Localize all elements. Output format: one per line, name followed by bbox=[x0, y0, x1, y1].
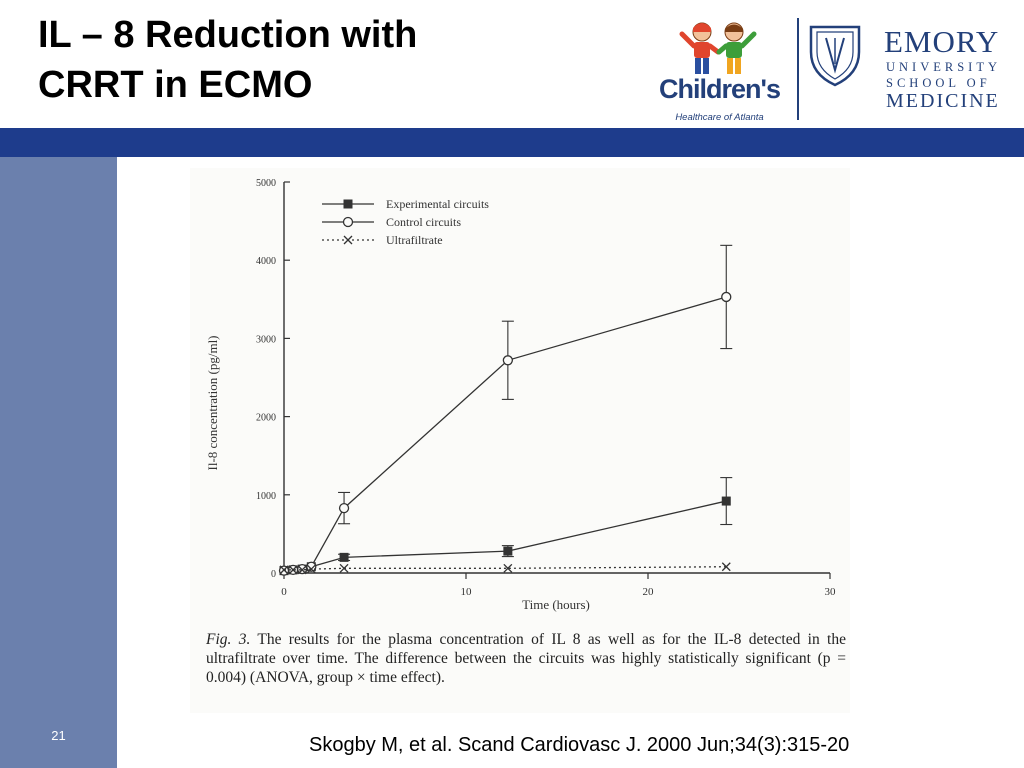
slide-title: IL – 8 Reduction with CRRT in ECMO bbox=[38, 10, 558, 110]
data-point-ultrafiltrate bbox=[297, 565, 307, 575]
series-line-ultrafiltrate bbox=[284, 566, 727, 571]
chart-axes bbox=[283, 182, 830, 574]
y-tick-label: 0 bbox=[271, 569, 276, 580]
data-point-experimental-circuits bbox=[339, 552, 349, 562]
data-point-ultrafiltrate-stroke-b bbox=[339, 563, 349, 573]
data-point-control-circuits bbox=[721, 291, 732, 303]
legend-marker bbox=[343, 199, 353, 209]
left-sidebar bbox=[0, 157, 117, 768]
chart-legend: Experimental circuits Control circuits Ult… bbox=[322, 197, 489, 247]
series-control-circuits bbox=[278, 244, 733, 576]
chart-ticks: 0 1000 2000 3000 4000 5000 0 10 20 30 bbox=[256, 178, 836, 598]
y-tick-label: 2000 bbox=[256, 413, 276, 424]
legend-item-ultrafiltrate: Ultrafiltrate bbox=[322, 233, 443, 247]
childrens-logo-name: Children's bbox=[659, 74, 781, 104]
chart-series bbox=[278, 244, 733, 576]
emory-logo-university: UNIVERSITY bbox=[886, 60, 1001, 74]
series-line-experimental-circuits bbox=[283, 500, 727, 572]
emory-logo-school: SCHOOL OF bbox=[886, 76, 991, 90]
citation: Skogby M, et al. Scand Cardiovasc J. 200… bbox=[309, 734, 850, 756]
series-ultrafiltrate bbox=[279, 562, 731, 575]
data-point-ultrafiltrate-stroke-b bbox=[503, 563, 513, 573]
x-tick-label: 10 bbox=[461, 586, 473, 598]
legend-marker bbox=[342, 216, 354, 228]
x-tick-label: 20 bbox=[643, 586, 655, 598]
data-point-experimental-circuits bbox=[721, 496, 731, 506]
data-point-control-circuits bbox=[502, 355, 514, 366]
figure-caption-text: The results for the plasma concentration… bbox=[206, 631, 846, 686]
x-tick-label: 0 bbox=[281, 586, 287, 598]
figure-caption-label: Fig. 3. bbox=[206, 631, 251, 648]
x-axis-label: Time (hours) bbox=[522, 597, 590, 612]
legend-label: Experimental circuits bbox=[386, 197, 489, 211]
il8-line-chart: 0 1000 2000 3000 4000 5000 0 10 20 30 Experimenta… bbox=[205, 178, 836, 612]
childrens-logo-subtitle: Healthcare of Atlanta bbox=[675, 112, 764, 123]
data-point-ultrafiltrate-stroke-b bbox=[297, 565, 307, 575]
data-point-ultrafiltrate bbox=[503, 563, 513, 573]
slide-number: 21 bbox=[51, 728, 66, 743]
data-point-experimental-circuits bbox=[503, 546, 513, 556]
data-point-ultrafiltrate-stroke-b bbox=[306, 564, 316, 574]
data-point-ultrafiltrate bbox=[306, 564, 316, 574]
header-divider bbox=[0, 128, 1024, 130]
y-tick-label: 1000 bbox=[256, 491, 276, 502]
emory-logo-name: EMORY bbox=[884, 24, 1000, 59]
y-tick-label: 4000 bbox=[256, 256, 276, 267]
emory-logo-medicine: MEDICINE bbox=[886, 90, 1000, 112]
slide-title-line-1: IL – 8 Reduction with bbox=[38, 14, 418, 56]
legend-label: Control circuits bbox=[386, 215, 461, 229]
y-axis-label: Il-8 concentration (pg/ml) bbox=[205, 335, 220, 470]
two-kids-icon bbox=[679, 22, 757, 74]
series-line-control-circuits bbox=[283, 296, 727, 572]
legend-item-control-circuits: Control circuits bbox=[322, 215, 461, 229]
figure-caption: Fig. 3. The results for the plasma conce… bbox=[206, 630, 846, 687]
data-point-ultrafiltrate-stroke-b bbox=[279, 565, 289, 575]
y-tick-label: 5000 bbox=[256, 178, 276, 189]
logo-divider bbox=[797, 18, 799, 120]
data-point-ultrafiltrate bbox=[279, 565, 289, 575]
data-point-ultrafiltrate bbox=[339, 563, 349, 573]
y-tick-label: 3000 bbox=[256, 334, 276, 345]
data-point-ultrafiltrate bbox=[288, 565, 298, 575]
legend-label: Ultrafiltrate bbox=[386, 233, 443, 247]
data-point-ultrafiltrate bbox=[721, 562, 731, 572]
legend-item-experimental-circuits: Experimental circuits bbox=[322, 197, 489, 211]
data-point-control-circuits bbox=[338, 502, 350, 514]
emory-shield-icon bbox=[809, 25, 861, 87]
childrens-logo: Children's Healthcare of Atlanta bbox=[652, 20, 787, 126]
legend-marker bbox=[343, 235, 353, 245]
header-banner bbox=[0, 130, 1024, 157]
legend-marker-stroke-b bbox=[343, 235, 353, 245]
logo-area: Children's Healthcare of Atlanta EMORY U… bbox=[640, 14, 1010, 124]
data-point-ultrafiltrate-stroke-b bbox=[288, 565, 298, 575]
x-tick-label: 30 bbox=[825, 586, 837, 598]
slide-title-line-2: CRRT in ECMO bbox=[38, 64, 313, 106]
figure-panel: 0 1000 2000 3000 4000 5000 0 10 20 30 Experimenta… bbox=[190, 168, 850, 713]
data-point-ultrafiltrate-stroke-b bbox=[721, 562, 731, 572]
